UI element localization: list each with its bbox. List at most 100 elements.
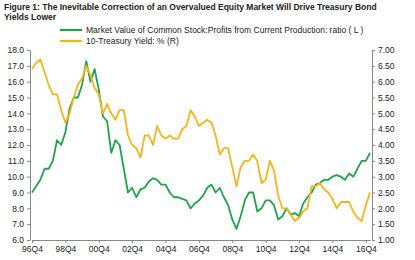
y2-tick: 1.50	[372, 219, 395, 229]
y-axis-line	[30, 51, 31, 241]
x-tick-label: 16Q4	[356, 244, 377, 254]
chart-title: Figure 1: The Inevitable Correction of a…	[4, 2, 377, 22]
y2-tick: 4.00	[372, 140, 395, 150]
y2-tick-mark	[372, 98, 375, 99]
y-tick-mark	[27, 161, 30, 162]
y-tick: 9.0	[12, 188, 30, 198]
x-axis: 96Q498Q400Q402Q404Q406Q408Q410Q412Q414Q4…	[22, 240, 377, 254]
y-tick-mark	[27, 240, 30, 241]
y2-tick-label: 4.50	[378, 124, 395, 134]
x-tick: 98Q4	[55, 240, 76, 254]
y2-tick-mark	[372, 50, 375, 51]
y2-tick-mark	[372, 224, 375, 225]
y2-tick: 5.00	[372, 109, 395, 119]
x-tick-mark	[299, 240, 300, 243]
y-tick-label: 10.0	[7, 172, 24, 182]
y-tick: 15.0	[7, 93, 30, 103]
y-tick-label: 17.0	[7, 61, 24, 71]
y-tick-label: 8.0	[12, 204, 24, 214]
x-tick: 96Q4	[22, 240, 43, 254]
x-tick-label: 96Q4	[22, 244, 43, 254]
y-tick-mark	[27, 145, 30, 146]
y2-tick-mark	[372, 113, 375, 114]
y2-tick-mark	[372, 240, 375, 241]
y2-tick: 5.50	[372, 93, 395, 103]
x-tick-label: 06Q4	[189, 244, 210, 254]
chart-container: Figure 1: The Inevitable Correction of a…	[0, 0, 415, 260]
y2-tick: 3.00	[372, 172, 395, 182]
x-tick: 12Q4	[289, 240, 310, 254]
y-tick-mark	[27, 113, 30, 114]
x-tick-mark	[366, 240, 367, 243]
x-tick: 14Q4	[323, 240, 344, 254]
y-tick: 13.0	[7, 124, 30, 134]
chart-element: Figure 1: The Inevitable Correction of a…	[4, 2, 377, 12]
y-tick-label: 7.0	[12, 219, 24, 229]
x-tick-mark	[32, 240, 33, 243]
x-tick: 08Q4	[222, 240, 243, 254]
y-tick-mark	[27, 82, 30, 83]
y2-tick-mark	[372, 145, 375, 146]
y-tick-mark	[27, 177, 30, 178]
chart-svg: Figure 1: The Inevitable Correction of a…	[0, 0, 415, 260]
y2-tick-label: 2.50	[378, 188, 395, 198]
y2-tick-mark	[372, 82, 375, 83]
legend-swatch	[60, 40, 82, 42]
x-tick: 10Q4	[256, 240, 277, 254]
y2-tick-label: 6.00	[378, 77, 395, 87]
x-tick-mark	[199, 240, 200, 243]
y2-tick-mark	[372, 66, 375, 67]
y-tick-mark	[27, 66, 30, 67]
y-tick-mark	[27, 98, 30, 99]
y-tick: 18.0	[7, 45, 30, 55]
x-tick-mark	[232, 240, 233, 243]
x-tick: 16Q4	[356, 240, 377, 254]
x-tick-label: 00Q4	[89, 244, 110, 254]
y2-tick-label: 1.50	[378, 219, 395, 229]
x-tick-label: 98Q4	[55, 244, 76, 254]
x-tick-label: 08Q4	[222, 244, 243, 254]
y-axis: 6.07.08.09.010.011.012.013.014.015.016.0…	[7, 45, 30, 245]
y-tick: 16.0	[7, 77, 30, 87]
y2-tick-label: 6.50	[378, 61, 395, 71]
y-tick-label: 15.0	[7, 93, 24, 103]
y-tick-label: 11.0	[8, 156, 24, 166]
x-axis-line	[33, 240, 371, 241]
x-tick: 06Q4	[189, 240, 210, 254]
y2-tick-label: 2.00	[378, 204, 395, 214]
y-tick-mark	[27, 224, 30, 225]
x-tick-mark	[266, 240, 267, 243]
y-tick: 11.0	[8, 156, 30, 166]
x-tick: 00Q4	[89, 240, 110, 254]
y-tick: 12.0	[7, 140, 30, 150]
y2-tick: 6.00	[372, 77, 395, 87]
y-tick-label: 18.0	[7, 45, 24, 55]
y2-tick-label: 3.00	[378, 172, 395, 182]
x-tick-label: 04Q4	[156, 244, 177, 254]
legend: Market Value of Common Stock:Profits fro…	[60, 25, 363, 46]
legend-swatch	[60, 29, 82, 31]
series-line	[32, 61, 370, 229]
x-tick-label: 14Q4	[323, 244, 344, 254]
y-tick: 7.0	[12, 219, 30, 229]
y2-tick: 4.50	[372, 124, 395, 134]
y2-tick-label: 1.00	[378, 235, 395, 245]
y-tick: 8.0	[12, 204, 30, 214]
y-tick-label: 9.0	[12, 188, 24, 198]
y-tick-label: 12.0	[7, 140, 24, 150]
y2-tick-mark	[372, 193, 375, 194]
y-tick: 17.0	[7, 61, 30, 71]
legend-label: Market Value of Common Stock:Profits fro…	[86, 25, 363, 35]
y2-axis: 1.00 1.50 2.00 2.50 3.00 3.50 4.00 4.50 5.00 5.50…	[372, 45, 395, 245]
x-tick-label: 12Q4	[289, 244, 310, 254]
x-tick-label: 10Q4	[256, 244, 277, 254]
y-tick-mark	[27, 129, 30, 130]
y-tick: 10.0	[7, 172, 30, 182]
plot-area	[32, 60, 370, 229]
y2-tick: 3.50	[372, 156, 395, 166]
y2-tick-mark	[372, 208, 375, 209]
series-line	[32, 60, 370, 222]
y2-tick-mark	[372, 129, 375, 130]
y-tick-label: 16.0	[7, 77, 24, 87]
y-tick-label: 14.0	[7, 109, 24, 119]
